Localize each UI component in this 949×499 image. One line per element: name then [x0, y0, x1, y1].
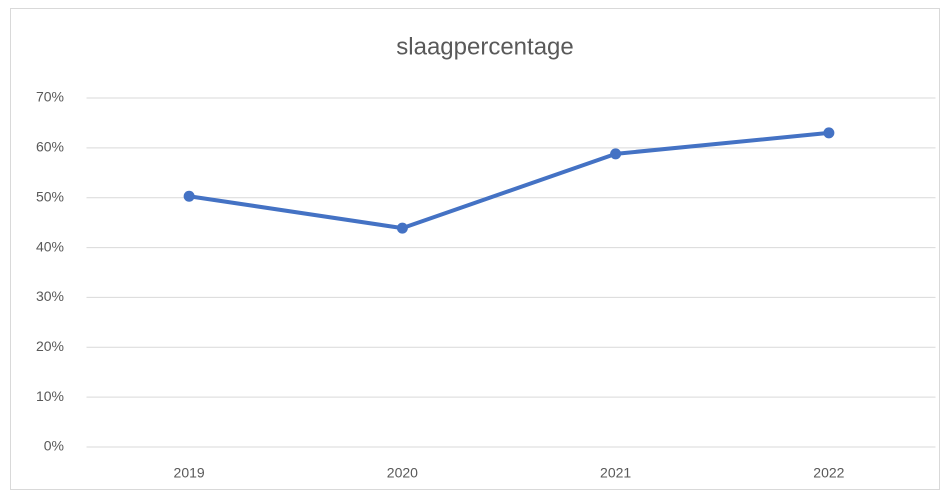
x-tick-label: 2019 [174, 465, 205, 481]
y-tick-label: 20% [36, 338, 64, 354]
y-tick-label: 40% [36, 238, 64, 254]
y-tick-label: 0% [44, 438, 64, 454]
x-tick-label: 2022 [813, 465, 844, 481]
y-tick-label: 70% [36, 89, 64, 105]
data-point [610, 148, 622, 160]
chart-title: slaagpercentage [396, 33, 573, 60]
y-tick-label: 30% [36, 288, 64, 304]
data-point [823, 127, 835, 139]
data-point [396, 222, 408, 234]
x-tick-label: 2020 [387, 465, 418, 481]
x-tick-label: 2021 [600, 465, 631, 481]
line-series [187, 130, 831, 231]
y-tick-label: 60% [36, 139, 64, 155]
chart-border [10, 8, 940, 490]
y-tick-label: 10% [36, 388, 64, 404]
data-point [183, 190, 195, 202]
y-tick-label: 50% [36, 188, 64, 204]
